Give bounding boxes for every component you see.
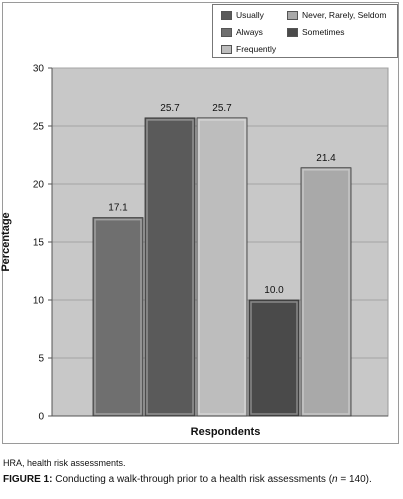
legend-swatch	[287, 27, 298, 37]
legend-label: Frequently	[236, 44, 277, 54]
legend-swatch	[221, 44, 232, 54]
x-axis-label: Respondents	[190, 426, 261, 438]
legend-label: Sometimes	[302, 27, 345, 37]
data-label-sometimes: 10.0	[264, 285, 284, 296]
legend-item-usually: Usually	[221, 10, 264, 20]
footnote: HRA, health risk assessments.	[3, 458, 126, 468]
caption-n-variable: n	[332, 474, 338, 485]
caption-text-end: = 140).	[337, 474, 372, 485]
legend-swatch	[287, 10, 298, 20]
bar-bevel	[302, 169, 350, 415]
caption-label: FIGURE 1:	[3, 474, 53, 485]
bar-bevel	[146, 119, 194, 415]
legend-swatch	[221, 27, 232, 37]
bar-usually	[144, 117, 196, 417]
y-tick-label: 10	[33, 296, 45, 307]
data-label-frequently: 25.7	[212, 103, 232, 114]
y-tick-label: 30	[33, 64, 45, 75]
legend-item-always: Always	[221, 27, 263, 37]
chart-legend: Usually Never, Rarely, Seldom Always Som…	[212, 4, 398, 58]
legend-item-never-rarely-seldom: Never, Rarely, Seldom	[287, 10, 386, 20]
y-tick-label: 5	[38, 354, 44, 365]
legend-item-frequently: Frequently	[221, 44, 276, 54]
y-axis-label: Percentage	[0, 212, 12, 272]
data-label-usually: 25.7	[160, 103, 180, 114]
bar-never-rarely-seldom	[300, 167, 352, 417]
caption-text: Conducting a walk-through prior to a hea…	[52, 474, 333, 485]
figure-caption: FIGURE 1: Conducting a walk-through prio…	[3, 474, 399, 486]
bar-bevel	[250, 301, 298, 415]
legend-label: Always	[236, 27, 263, 37]
y-tick-label: 0	[38, 412, 44, 423]
bar-bevel	[94, 218, 142, 415]
y-tick-label: 20	[33, 180, 45, 191]
bar-bevel	[198, 119, 246, 415]
y-tick-label: 15	[33, 238, 45, 249]
data-label-never-rarely-seldom: 21.4	[316, 153, 336, 164]
bar-chart: 0 5 10 15 20 25 30 17.1 25.7 25.7 10.0 21.4	[33, 64, 389, 423]
legend-label: Never, Rarely, Seldom	[302, 10, 387, 20]
bar-always	[92, 217, 144, 417]
bar-frequently	[196, 117, 248, 417]
legend-label: Usually	[236, 10, 264, 20]
legend-item-sometimes: Sometimes	[287, 27, 345, 37]
legend-swatch	[221, 10, 232, 20]
y-tick-label: 25	[33, 122, 45, 133]
data-label-always: 17.1	[108, 203, 128, 214]
bar-sometimes	[248, 299, 300, 417]
